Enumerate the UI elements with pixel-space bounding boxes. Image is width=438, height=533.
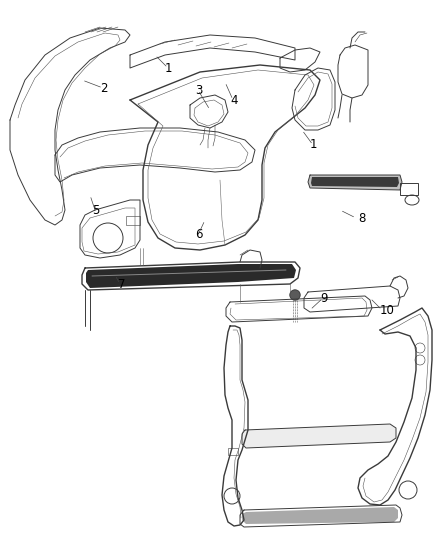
Text: 1: 1	[310, 139, 318, 151]
Circle shape	[290, 290, 300, 300]
Text: 6: 6	[195, 229, 202, 241]
Text: 3: 3	[195, 84, 202, 96]
Bar	[400, 183, 418, 195]
Text: 5: 5	[92, 204, 99, 216]
Polygon shape	[242, 507, 398, 524]
Text: 1: 1	[165, 61, 173, 75]
Text: 4: 4	[230, 93, 237, 107]
Polygon shape	[311, 177, 399, 187]
Text: 9: 9	[320, 292, 328, 304]
Text: 7: 7	[118, 278, 126, 290]
Polygon shape	[86, 264, 296, 288]
Polygon shape	[242, 424, 396, 448]
Text: 2: 2	[100, 82, 107, 94]
Polygon shape	[308, 175, 402, 190]
Text: 10: 10	[380, 303, 395, 317]
Text: 8: 8	[358, 212, 365, 224]
Bar	[126, 216, 140, 225]
Bar	[228, 448, 238, 455]
